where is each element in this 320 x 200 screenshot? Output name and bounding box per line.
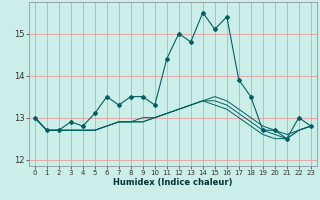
X-axis label: Humidex (Indice chaleur): Humidex (Indice chaleur) bbox=[113, 178, 233, 187]
